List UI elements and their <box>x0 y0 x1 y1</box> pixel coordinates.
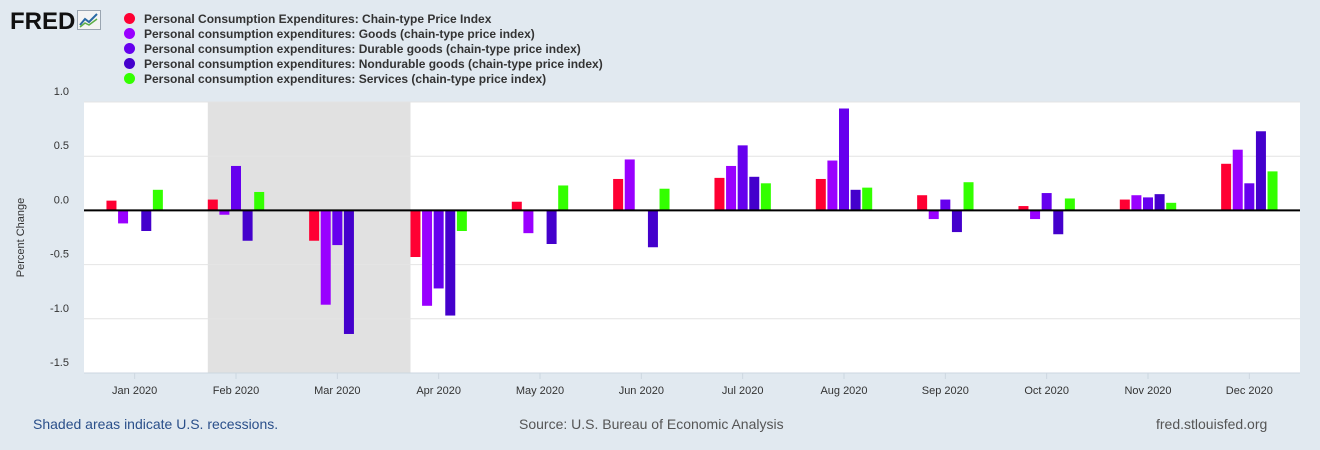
y-axis-title: Percent Change <box>15 198 27 278</box>
bar <box>1064 198 1075 211</box>
bar <box>1143 197 1153 211</box>
bar <box>106 200 117 211</box>
bar <box>1244 183 1255 211</box>
bar <box>118 210 129 224</box>
bar <box>726 165 737 211</box>
y-tick-label: 1.0 <box>54 86 69 98</box>
y-tick-label: 0.5 <box>54 140 69 152</box>
bar <box>1221 163 1232 211</box>
bar <box>613 178 624 211</box>
bar <box>1119 199 1130 211</box>
bar <box>1154 194 1165 211</box>
x-tick-label: May 2020 <box>516 385 564 397</box>
legend-marker-nondurable-goods <box>124 58 135 69</box>
y-tick-label: -0.5 <box>50 249 69 261</box>
legend-marker-durable-goods <box>124 43 135 54</box>
x-tick-label: Mar 2020 <box>314 385 360 397</box>
bar <box>141 210 152 231</box>
bar <box>254 191 265 211</box>
bar <box>523 210 534 234</box>
bar <box>737 145 748 211</box>
bar <box>207 199 218 211</box>
bar <box>1041 193 1052 211</box>
y-tick-label: 0.0 <box>54 194 69 206</box>
x-tick-label: Jun 2020 <box>619 385 664 397</box>
legend-item-durable-goods[interactable]: Personal consumption expenditures: Durab… <box>124 41 603 56</box>
bar <box>659 188 670 211</box>
bar <box>511 201 522 211</box>
bar <box>624 159 635 211</box>
bar <box>456 210 467 231</box>
x-tick-label: Sep 2020 <box>922 385 969 397</box>
bar <box>445 210 456 316</box>
x-tick-label: Oct 2020 <box>1024 385 1069 397</box>
legend-marker-services <box>124 73 135 84</box>
bar <box>1166 202 1177 211</box>
bar <box>320 210 331 305</box>
legend-marker-goods <box>124 28 135 39</box>
x-tick-label: Jan 2020 <box>112 385 157 397</box>
bar <box>242 210 253 241</box>
bar <box>558 185 569 211</box>
bar <box>1131 195 1142 211</box>
bar <box>332 210 343 246</box>
legend-item-nondurable-goods[interactable]: Personal consumption expenditures: Nondu… <box>124 56 603 71</box>
logo-text: FRED <box>10 8 76 35</box>
legend-item-pce[interactable]: Personal Consumption Expenditures: Chain… <box>124 11 603 26</box>
x-tick-label: Jul 2020 <box>722 385 764 397</box>
bar <box>309 210 320 241</box>
bar <box>1030 210 1041 220</box>
legend-label-pce: Personal Consumption Expenditures: Chain… <box>144 11 492 26</box>
source-note[interactable]: Source: U.S. Bureau of Economic Analysis <box>519 416 784 432</box>
bar <box>928 210 939 220</box>
bar <box>839 108 849 211</box>
x-tick-label: Apr 2020 <box>416 385 461 397</box>
bar <box>152 189 163 211</box>
bar <box>1255 131 1266 211</box>
x-tick-label: Aug 2020 <box>820 385 867 397</box>
y-tick-label: -1.5 <box>50 357 69 369</box>
fred-logo[interactable]: FRED <box>10 8 102 36</box>
bar-chart: 1.0 0.5 0.0 -0.5 -1.0 -1.5 Percent Change Jan 2… <box>15 86 1300 397</box>
legend-item-goods[interactable]: Personal consumption expenditures: Goods… <box>124 26 603 41</box>
legend-label-durable-goods: Personal consumption expenditures: Durab… <box>144 41 581 56</box>
x-tick-label: Dec 2020 <box>1226 385 1273 397</box>
chart-line-icon <box>77 9 102 35</box>
bar <box>815 178 826 211</box>
x-tick-label: Nov 2020 <box>1124 385 1171 397</box>
bar <box>951 210 962 233</box>
bar <box>827 160 838 211</box>
site-link[interactable]: fred.stlouisfed.org <box>1156 416 1268 432</box>
bar <box>1018 206 1029 211</box>
bar <box>647 210 658 248</box>
legend-marker-pce <box>124 13 135 24</box>
bar <box>760 183 771 211</box>
bar <box>546 210 557 245</box>
bar <box>422 210 433 306</box>
bar <box>1053 210 1064 235</box>
bar <box>940 199 951 211</box>
bar <box>917 195 928 211</box>
bar <box>231 165 241 211</box>
bar <box>343 210 354 334</box>
y-tick-label: -1.0 <box>50 303 69 315</box>
legend-label-goods: Personal consumption expenditures: Goods… <box>144 26 535 41</box>
bar <box>714 177 725 211</box>
legend-item-services[interactable]: Personal consumption expenditures: Servi… <box>124 71 603 86</box>
legend-label-services: Personal consumption expenditures: Servi… <box>144 71 547 86</box>
bar <box>963 182 974 211</box>
bar <box>410 210 421 258</box>
bar <box>219 210 230 215</box>
bar <box>1232 149 1243 211</box>
bar <box>1267 171 1278 211</box>
bar <box>862 187 873 211</box>
bar <box>433 210 444 289</box>
chart-legend: Personal Consumption Expenditures: Chain… <box>124 11 603 86</box>
recession-note[interactable]: Shaded areas indicate U.S. recessions. <box>33 416 279 432</box>
bar <box>749 176 760 211</box>
legend-label-nondurable-goods: Personal consumption expenditures: Nondu… <box>144 56 603 71</box>
x-tick-label: Feb 2020 <box>213 385 259 397</box>
bar <box>850 189 861 211</box>
